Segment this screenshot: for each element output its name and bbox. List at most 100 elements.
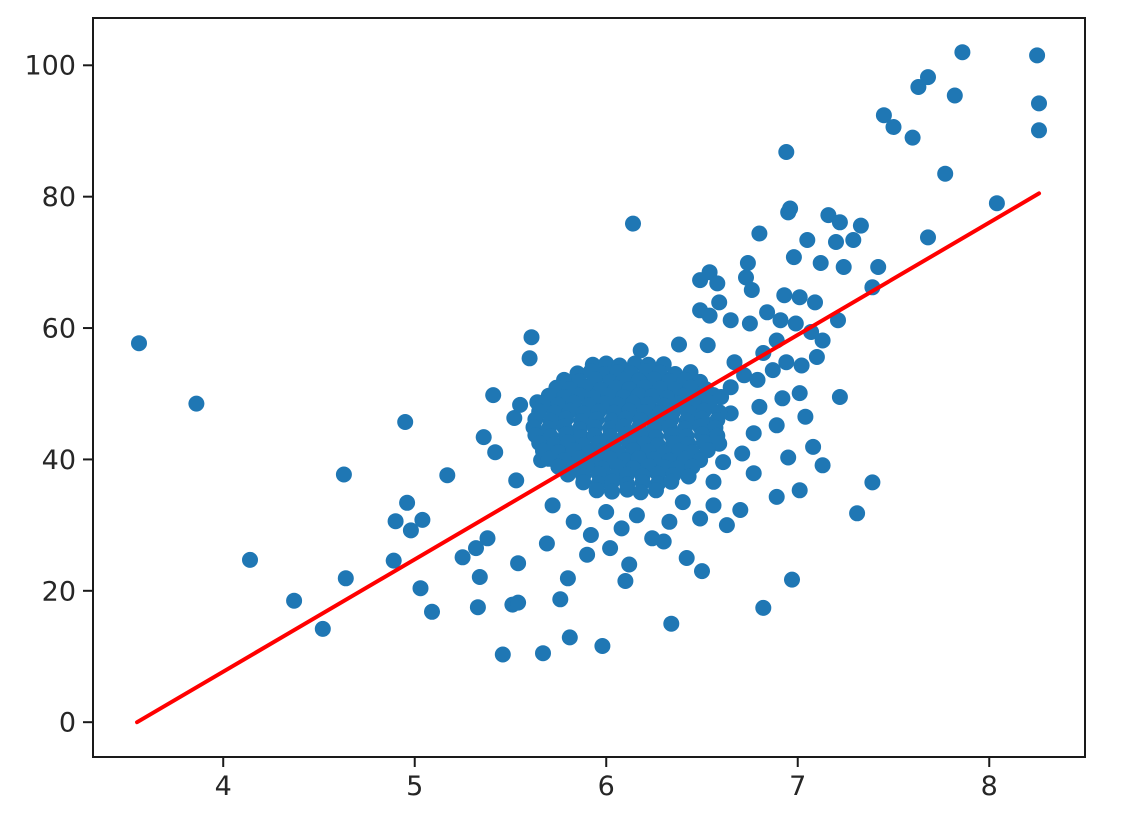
scatter-point bbox=[785, 249, 802, 266]
scatter-point bbox=[870, 259, 887, 275]
scatter-point bbox=[337, 570, 354, 587]
scatter-point bbox=[774, 390, 791, 407]
scatter-point bbox=[830, 312, 846, 329]
scatter-point bbox=[741, 315, 758, 332]
plot-border bbox=[92, 17, 1086, 758]
scatter-point bbox=[772, 312, 789, 329]
scatter-point bbox=[402, 522, 419, 539]
scatter-point bbox=[875, 107, 892, 124]
scatter-point bbox=[468, 540, 484, 557]
scatter-point bbox=[454, 549, 471, 566]
x-tick-label: 5 bbox=[406, 771, 423, 802]
scatter-point bbox=[439, 467, 456, 484]
scatter-point bbox=[722, 312, 739, 329]
scatter-point bbox=[776, 287, 793, 304]
scatter-point bbox=[471, 569, 488, 585]
scatter-point bbox=[579, 546, 596, 563]
scatter-point bbox=[705, 497, 722, 514]
scatter-point bbox=[715, 454, 732, 471]
scatter-point bbox=[663, 473, 680, 490]
scatter-point bbox=[424, 603, 440, 620]
scatter-point bbox=[920, 229, 936, 246]
scatter-point bbox=[759, 304, 776, 321]
y-tick-label: 60 bbox=[42, 314, 76, 345]
scatter-point bbox=[849, 505, 866, 522]
scatter-point bbox=[335, 466, 352, 483]
scatter-point bbox=[791, 482, 808, 499]
scatter-point bbox=[625, 215, 641, 232]
y-tick-label: 0 bbox=[59, 708, 76, 739]
scatter-point bbox=[701, 307, 718, 324]
scatter-point bbox=[808, 349, 825, 365]
scatter-point bbox=[469, 599, 486, 616]
scatter-point bbox=[680, 468, 697, 485]
scatter-point bbox=[885, 119, 902, 135]
x-tick-label: 6 bbox=[598, 771, 615, 802]
scatter-point bbox=[588, 482, 605, 499]
scatter-point bbox=[485, 387, 502, 404]
scatter-point bbox=[385, 552, 402, 569]
scatter-point bbox=[780, 449, 797, 466]
scatter-point bbox=[387, 513, 404, 530]
scatter-point bbox=[812, 255, 829, 271]
scatter-point bbox=[414, 511, 431, 528]
scatter-point bbox=[619, 481, 636, 498]
scatter-point bbox=[768, 488, 785, 505]
scatter-point bbox=[538, 535, 555, 552]
scatter-point bbox=[314, 620, 331, 637]
scatter-point bbox=[755, 599, 772, 616]
scatter-point bbox=[864, 474, 881, 491]
scatter-point bbox=[699, 337, 716, 354]
y-tick-label: 20 bbox=[42, 576, 76, 607]
scatter-point bbox=[852, 217, 869, 234]
scatter-point bbox=[778, 354, 795, 371]
scatter-point bbox=[726, 354, 743, 371]
scatter-point bbox=[559, 570, 576, 587]
scatter-point bbox=[594, 638, 611, 654]
scatter-point bbox=[508, 472, 525, 489]
scatter-point bbox=[582, 527, 599, 543]
scatter-point bbox=[937, 165, 954, 182]
scatter-point bbox=[805, 438, 822, 455]
scatter-point bbox=[787, 315, 804, 332]
scatter-point bbox=[632, 342, 649, 359]
scatter-point bbox=[745, 425, 762, 442]
scatter-point bbox=[791, 385, 808, 402]
scatter-point bbox=[510, 594, 527, 611]
scatter-point bbox=[745, 465, 762, 482]
x-tick-label: 7 bbox=[789, 771, 806, 802]
scatter-point bbox=[784, 571, 800, 588]
scatter-point bbox=[602, 540, 619, 557]
scatter-point bbox=[711, 294, 728, 311]
scatter-point bbox=[242, 551, 258, 568]
scatter-point bbox=[831, 214, 848, 231]
scatter-point bbox=[412, 580, 429, 597]
scatter-point bbox=[791, 289, 808, 306]
scatter-point bbox=[814, 332, 831, 349]
scatter-point bbox=[613, 520, 630, 537]
scatter-point bbox=[845, 232, 862, 248]
scatter-point bbox=[1029, 47, 1046, 64]
scatter-point bbox=[782, 200, 799, 217]
scatter-point bbox=[399, 494, 416, 511]
x-tick-label: 8 bbox=[981, 771, 998, 802]
scatter-point bbox=[814, 457, 831, 474]
scatter-point bbox=[904, 129, 921, 146]
scatter-point bbox=[797, 408, 814, 425]
scatter-point bbox=[552, 591, 569, 608]
scatter-point bbox=[475, 429, 492, 446]
scatter-point bbox=[663, 615, 680, 632]
scatter-point bbox=[494, 646, 511, 663]
scatter-point bbox=[793, 357, 810, 374]
scatter-point bbox=[732, 502, 749, 518]
scatter-point bbox=[1031, 122, 1047, 139]
x-tick-label: 4 bbox=[215, 771, 232, 802]
scatter-point bbox=[648, 482, 664, 499]
scatter-point bbox=[835, 259, 852, 275]
scatter-point bbox=[820, 207, 837, 224]
scatter-point bbox=[920, 69, 936, 86]
scatter-point bbox=[910, 79, 927, 95]
scatter-point bbox=[768, 417, 785, 434]
